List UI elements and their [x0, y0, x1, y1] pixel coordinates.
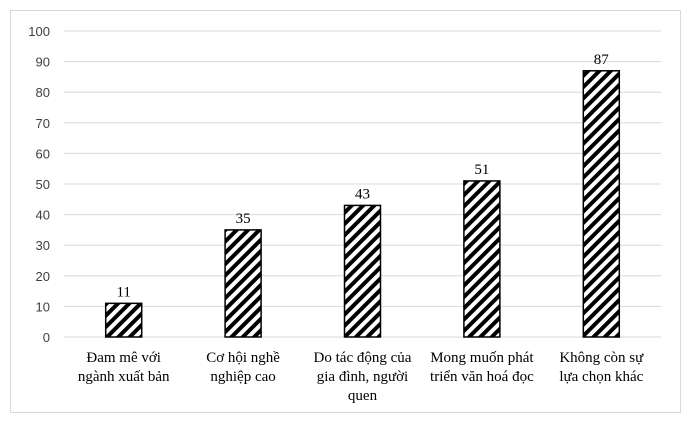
category-label-line: Cơ hội nghề	[206, 350, 280, 366]
y-tick-label: 70	[36, 116, 50, 131]
bar	[224, 229, 262, 338]
category-label: Mong muốn phát triển văn hoá đọc	[430, 350, 534, 385]
category-label-line: ngành xuất bản	[78, 369, 170, 385]
bar	[582, 70, 621, 338]
bar	[343, 204, 382, 338]
data-label: 51	[474, 162, 489, 178]
y-tick-label: 10	[36, 299, 50, 314]
x-axis-categories: Đam mê với ngành xuất bản Cơ hội nghề nghiệ…	[78, 350, 644, 404]
gridlines	[64, 30, 661, 338]
category-label: Đam mê với ngành xuất bản	[78, 350, 170, 385]
data-label: 87	[594, 52, 610, 68]
category-label-line: Không còn sự	[559, 350, 644, 366]
y-tick-label: 80	[36, 85, 50, 100]
category-label-line: lựa chọn khác	[559, 369, 643, 385]
category-label: Không còn sự lựa chọn khác	[559, 350, 644, 385]
y-tick-label: 60	[36, 146, 50, 161]
category-label-line: Mong muốn phát	[430, 350, 534, 366]
bar	[104, 302, 143, 338]
data-label: 43	[355, 186, 370, 202]
category-label-line: quen	[348, 388, 378, 404]
y-axis-ticks: 0 10 20 30 40 50 60 70 80 90 100	[28, 24, 50, 345]
category-label-line: gia đình, người	[317, 369, 408, 385]
y-tick-label: 100	[28, 24, 50, 39]
y-tick-label: 30	[36, 238, 50, 253]
category-label-line: Đam mê với	[86, 350, 161, 366]
bars	[104, 70, 621, 338]
category-label: Do tác động của gia đình, người quen	[314, 350, 412, 404]
data-label: 11	[116, 284, 130, 300]
category-label-line: triển văn hoá đọc	[430, 369, 534, 385]
y-tick-label: 90	[36, 55, 50, 70]
y-tick-label: 40	[36, 208, 50, 223]
y-tick-label: 50	[36, 177, 50, 192]
data-labels: 11 35 43 51 87	[116, 52, 609, 301]
category-label-line: nghiệp cao	[210, 369, 275, 385]
data-label: 35	[236, 211, 251, 227]
bar	[463, 180, 501, 338]
y-tick-label: 20	[36, 269, 50, 284]
y-tick-label: 0	[43, 330, 50, 345]
category-label-line: Do tác động của	[314, 350, 412, 366]
category-label: Cơ hội nghề nghiệp cao	[206, 350, 280, 385]
